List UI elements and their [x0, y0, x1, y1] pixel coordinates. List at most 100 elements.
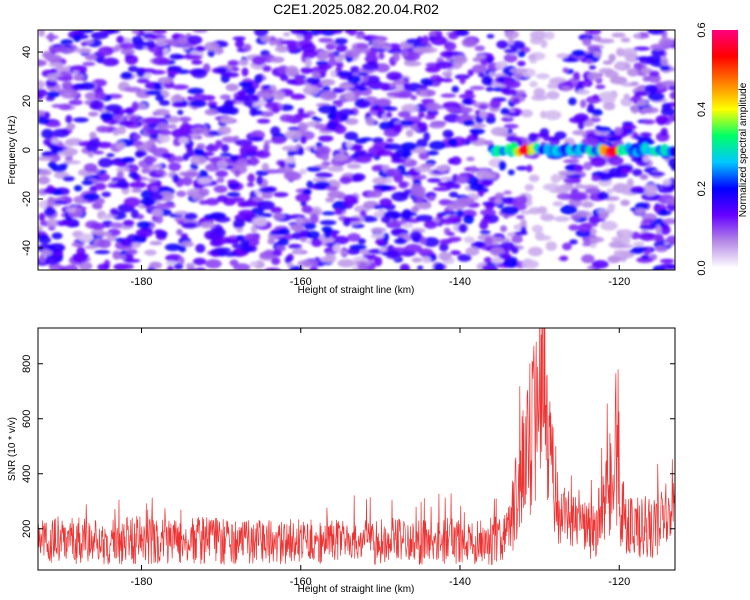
spectrogram-cell: [193, 69, 204, 75]
spectrogram-cell: [393, 123, 403, 133]
spectrogram-cell: [238, 59, 249, 66]
spectrogram-cell: [131, 30, 140, 35]
spectrogram-cell: [475, 169, 492, 180]
spectrogram-cell: [375, 63, 390, 73]
spectrogram-cell: [174, 210, 189, 216]
spectrogram-cell: [315, 30, 327, 35]
spectrogram-cell: [213, 185, 228, 194]
spectrogram-cell: [343, 217, 361, 222]
spectrogram-cell: [596, 126, 611, 132]
spectrogram-cell: [379, 184, 392, 192]
spectrogram-cell: [343, 194, 358, 204]
spectrogram-cell: [198, 188, 210, 197]
spectrogram-cell: [155, 203, 165, 210]
spectrogram-cell: [155, 94, 165, 102]
spectrogram-cell: [457, 254, 472, 262]
spectrogram-cell: [569, 239, 578, 245]
spectrogram-cell: [463, 214, 474, 225]
spectrogram-cell: [85, 143, 99, 152]
spectrogram-cell: [227, 179, 239, 185]
spectrogram-cell: [456, 209, 464, 218]
spectrogram-cell: [45, 256, 59, 266]
spectrogram-cell: [415, 214, 434, 222]
spectrogram-cell: [274, 45, 290, 53]
spectrogram-cell: [391, 191, 409, 202]
spectrogram-cell: [660, 224, 671, 235]
spectrogram-cell: [279, 160, 286, 169]
spectrogram-cell: [297, 122, 309, 132]
spectrogram-cell: [96, 141, 113, 149]
spectrogram-cell: [73, 34, 81, 43]
spectrogram-cell: [426, 102, 441, 111]
spectrogram-cell: [120, 71, 133, 80]
spectrogram-cell: [600, 220, 618, 231]
spectrogram-cell: [79, 82, 96, 90]
spectrogram-cell: [611, 32, 626, 38]
spectrogram-cell: [300, 135, 307, 144]
spectrogram-cell: [192, 30, 208, 33]
spectrogram-cell: [543, 183, 560, 191]
spectrogram-cell: [583, 161, 593, 171]
spectrogram-cell: [480, 58, 488, 65]
spectrogram-cell: [339, 176, 352, 185]
spectrogram-cell: [106, 153, 115, 158]
spectrogram-cell: [69, 65, 88, 71]
spectrogram-cell: [428, 140, 446, 150]
spectrogram-cell: [562, 242, 572, 251]
spectrogram-cell: [57, 75, 73, 82]
spectrogram-cell: [655, 245, 668, 253]
spectrogram-cell: [370, 227, 387, 233]
spectrogram-cell: [620, 199, 630, 206]
spectrogram-cell: [494, 192, 505, 199]
spectrogram-cell: [257, 200, 275, 210]
spectrogram-cell: [423, 237, 440, 247]
spectrogram-cell: [411, 257, 423, 263]
spectrogram-cell: [580, 99, 587, 108]
spectrogram-cell: [375, 237, 386, 246]
spectrogram-cell: [461, 38, 477, 48]
spectrogram-cell: [184, 212, 198, 220]
spectrogram-cell: [421, 256, 431, 264]
spectrogram-cell: [613, 249, 629, 257]
spectrogram-cell: [422, 35, 429, 45]
spectrogram-cell: [624, 53, 639, 63]
spectrogram-cell: [620, 37, 631, 43]
spectrogram-cell: [500, 107, 510, 115]
spectrogram-cell: [290, 30, 306, 35]
spectrogram-cell: [430, 36, 448, 46]
spectrogram-cell: [670, 163, 675, 171]
spectrogram-cell: [309, 265, 318, 270]
spectrogram-cell: [593, 51, 602, 58]
spectrogram-cell: [475, 241, 485, 247]
snr-frame: [37, 327, 676, 571]
spectrogram-cell: [145, 90, 162, 96]
spectrogram-cell: [552, 201, 564, 207]
spectrogram-cell: [606, 188, 614, 195]
spectrogram-cell: [38, 88, 48, 98]
spectrogram-cell: [365, 75, 380, 84]
spectrogram-cell: [119, 263, 134, 270]
spectrogram-cell: [662, 178, 672, 186]
spectrogram-cell: [78, 261, 93, 270]
spectrogram-cell: [491, 257, 503, 264]
spectrogram-cell: [51, 138, 60, 145]
spectrogram-cell: [53, 200, 67, 205]
spectrogram-cell: [596, 172, 613, 182]
spectrogram-cell: [199, 221, 216, 229]
spectrogram-cell: [74, 47, 92, 54]
spectrogram-cell: [469, 85, 485, 91]
spectrogram-cell: [398, 90, 413, 99]
spectrogram-cell: [119, 42, 136, 50]
spectrogram-cell: [642, 218, 654, 224]
spectrogram-cell: [300, 67, 313, 74]
spectrogram-y-tick-label: -40: [21, 240, 33, 256]
spectrogram-cell: [303, 222, 316, 230]
spectrogram-cell: [185, 54, 203, 60]
spectrogram-cell: [98, 157, 113, 168]
spectrogram-cell: [463, 236, 475, 244]
spectrogram-cell: [365, 117, 375, 126]
spectrogram-cell: [585, 187, 601, 195]
spectrogram-cell: [372, 177, 389, 185]
spectrogram-cell: [124, 54, 139, 65]
spectrogram-cell: [176, 228, 183, 236]
